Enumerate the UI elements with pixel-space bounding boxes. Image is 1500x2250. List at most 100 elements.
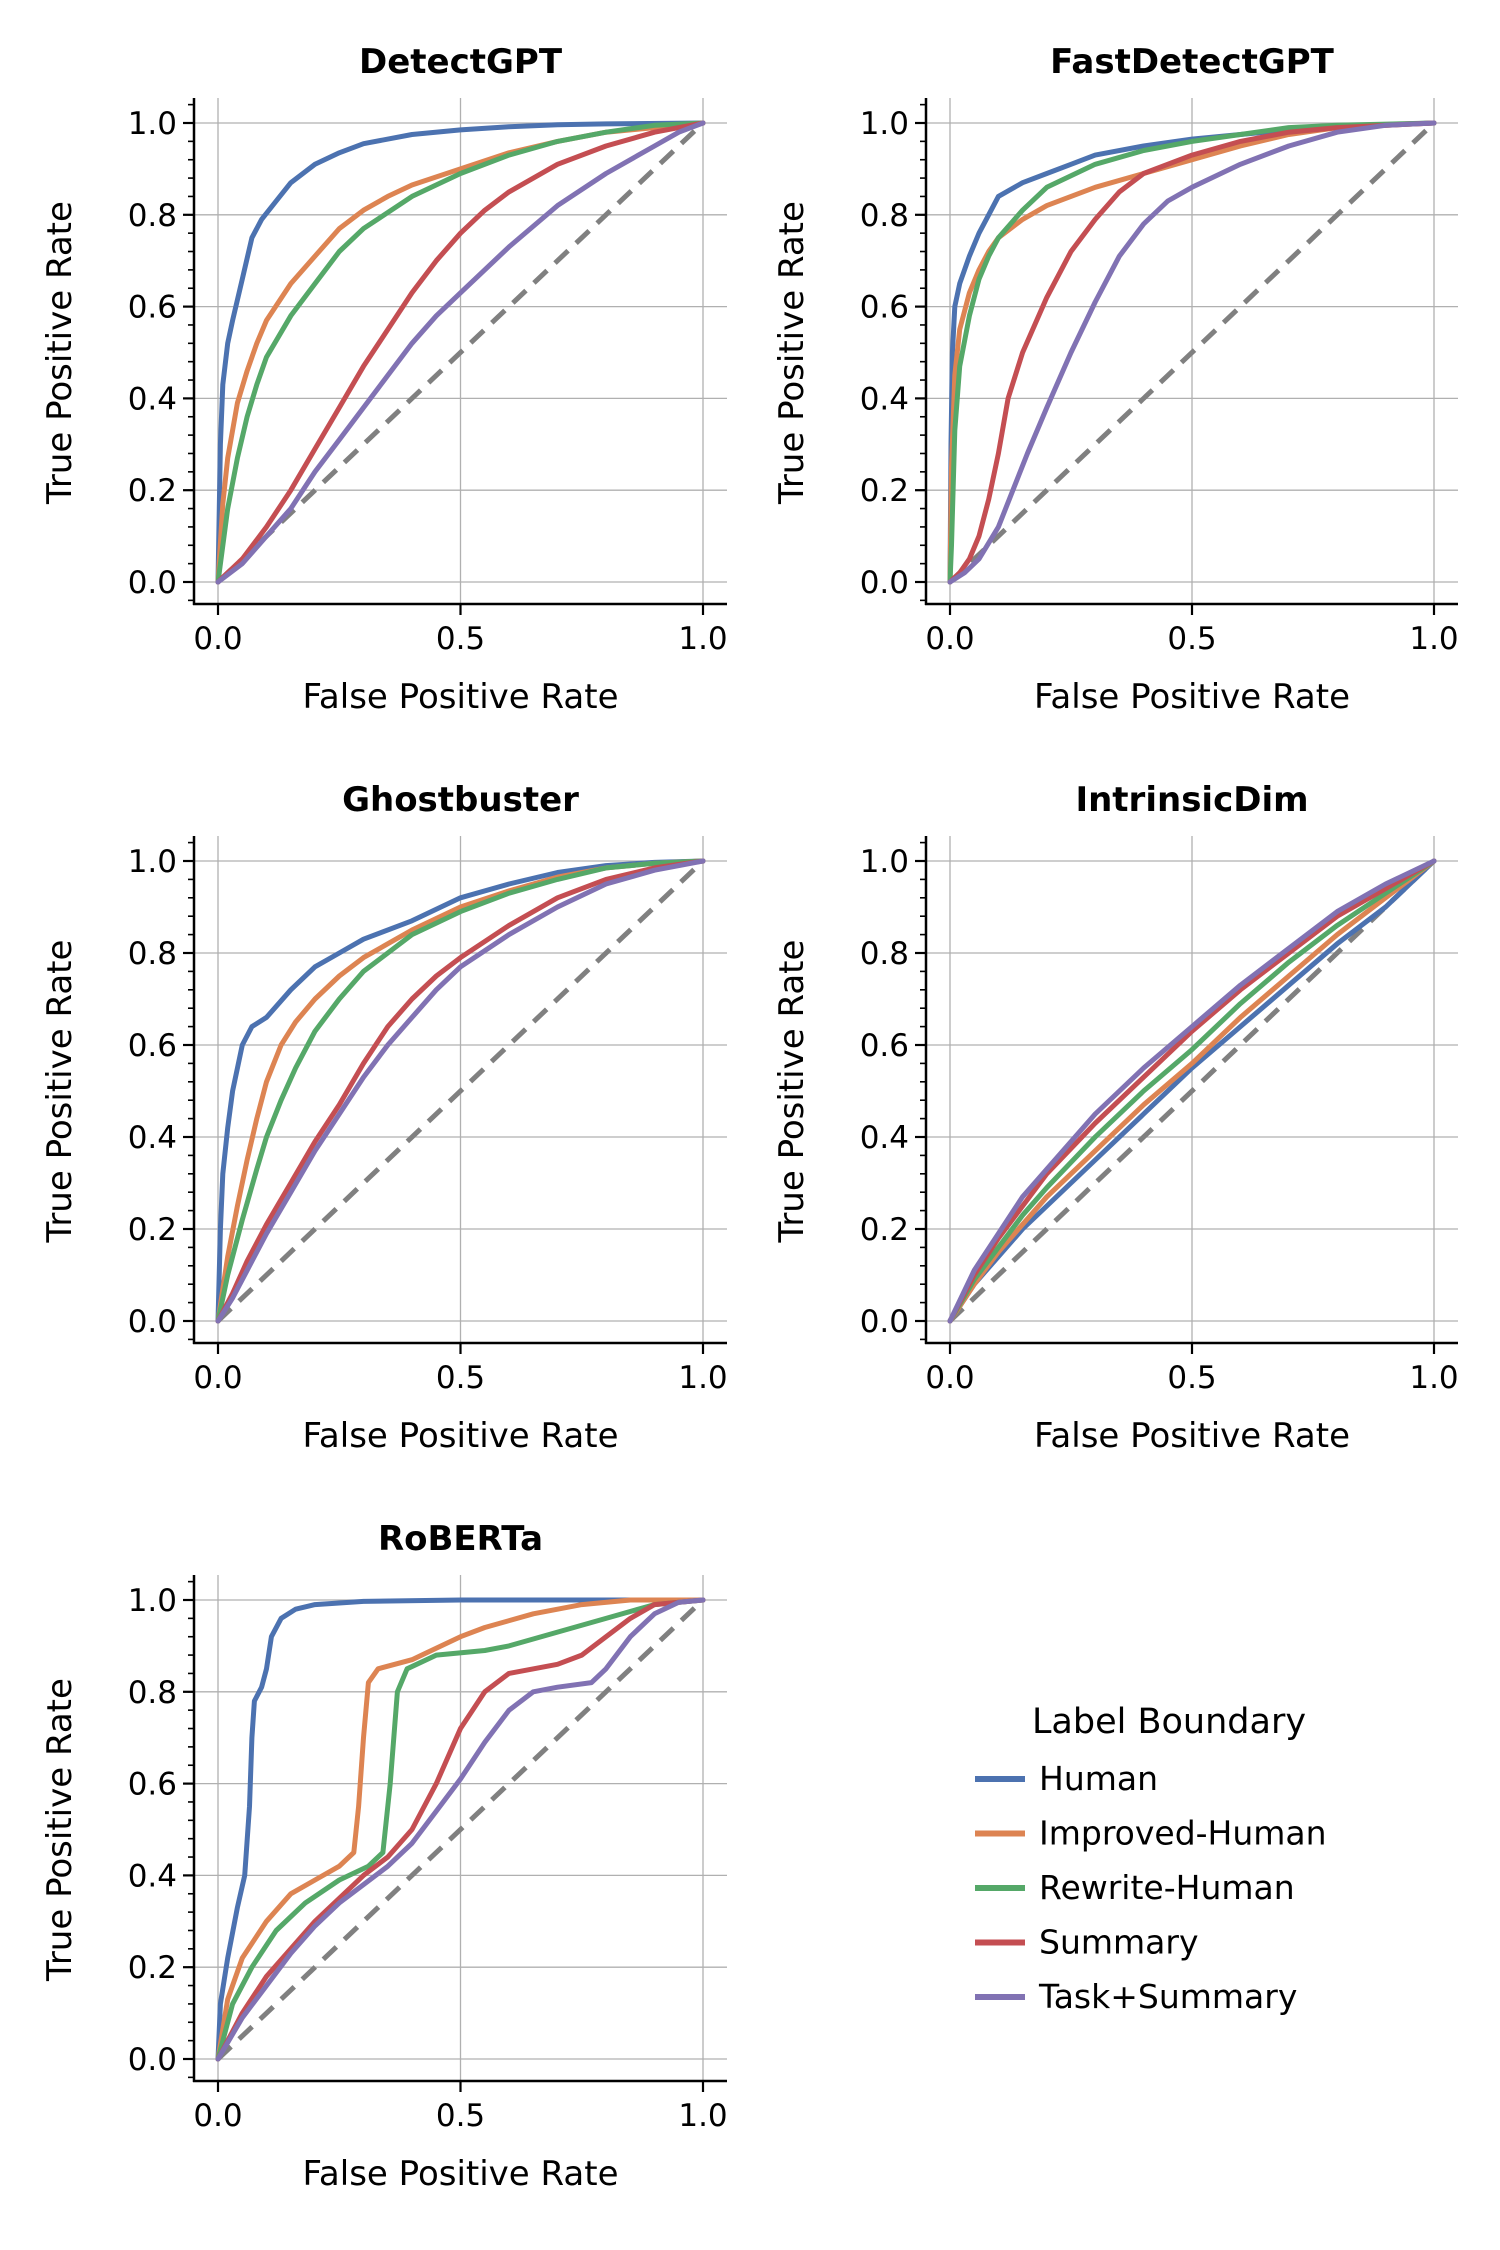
legend-label-rewrite-human: Rewrite-Human: [1039, 1868, 1295, 1907]
chance-line: [216, 1598, 705, 2061]
x-axis-label: False Positive Rate: [303, 677, 619, 717]
y-tick-label: 0.4: [860, 381, 909, 417]
x-tick-label: 0.5: [436, 1360, 485, 1396]
series-line-rewrite-human: [215, 1597, 706, 2062]
legend-label-human: Human: [1039, 1759, 1158, 1798]
series-line-human: [215, 1597, 706, 2062]
y-tick-label: 0.6: [128, 290, 177, 326]
x-tick-label: 0.0: [193, 1360, 242, 1396]
series-line-task-summary: [947, 120, 1437, 585]
y-tick-label: 0.2: [128, 1212, 177, 1248]
y-axis-label: True Positive Rate: [772, 940, 812, 1244]
y-tick-label: 1.0: [128, 1583, 177, 1619]
legend: Label Boundary Human Improved-Human Rewrite…: [975, 1702, 1327, 2016]
y-tick-label: 0.2: [860, 473, 909, 509]
chance-line: [948, 121, 1436, 584]
y-tick-label: 1.0: [860, 844, 909, 880]
panel-roberta: 0.0 0.2 0.4 0.6 0.8 1.0 0.0 0.5 1.0 RoBERTa False …: [40, 1519, 728, 2194]
y-tick-label: 0.6: [860, 290, 909, 326]
y-tick-label: 0.4: [128, 1858, 177, 1894]
panel-title: IntrinsicDim: [1075, 780, 1308, 820]
series-line-improved-human: [947, 120, 1437, 585]
series-line-rewrite-human: [215, 120, 706, 585]
panel-ghostbuster: 0.0 0.2 0.4 0.6 0.8 1.0 0.0 0.5 1.0 Ghostbuster Fa…: [40, 780, 728, 1456]
panel-detectgpt: 0.0 0.2 0.4 0.6 0.8 1.0 0.0 0.5 1.0 DetectGPT Fals…: [40, 42, 728, 717]
x-tick-label: 1.0: [1409, 621, 1458, 657]
x-tick-label: 0.5: [1167, 621, 1216, 657]
y-tick-label: 0.8: [128, 936, 177, 972]
y-axis-label: True Positive Rate: [40, 940, 80, 1244]
series-line-rewrite-human: [947, 858, 1437, 1324]
x-tick-label: 0.5: [436, 2098, 485, 2134]
legend-title: Label Boundary: [1032, 1702, 1306, 1742]
y-tick-label: 0.6: [128, 1028, 177, 1064]
chance-line: [216, 121, 705, 584]
panel-title: DetectGPT: [359, 42, 563, 82]
y-tick-label: 0.0: [860, 565, 909, 601]
y-tick-label: 0.0: [128, 2042, 177, 2078]
legend-label-summary: Summary: [1039, 1923, 1198, 1962]
x-tick-label: 1.0: [678, 1360, 727, 1396]
y-tick-label: 0.2: [128, 1950, 177, 1986]
x-axis-label: False Positive Rate: [303, 2154, 619, 2194]
series-line-improved-human: [947, 858, 1437, 1324]
x-tick-label: 0.0: [925, 621, 974, 657]
chance-line: [216, 859, 705, 1323]
y-tick-label: 0.0: [128, 1304, 177, 1340]
panel-title: Ghostbuster: [342, 780, 579, 820]
chance-line: [948, 859, 1436, 1323]
legend-label-task-summary: Task+Summary: [1038, 1977, 1297, 2016]
series-line-task-summary: [947, 858, 1437, 1324]
x-tick-label: 0.5: [1167, 1360, 1216, 1396]
series-line-rewrite-human: [215, 858, 706, 1324]
panel-intrinsicdim: 0.0 0.2 0.4 0.6 0.8 1.0 0.0 0.5 1.0 IntrinsicDim F…: [772, 780, 1459, 1456]
x-tick-label: 0.5: [436, 621, 485, 657]
panel-title: RoBERTa: [378, 1519, 543, 1559]
y-tick-label: 0.2: [128, 473, 177, 509]
y-axis-label: True Positive Rate: [772, 201, 812, 505]
y-tick-label: 0.6: [128, 1767, 177, 1803]
x-tick-label: 0.0: [193, 621, 242, 657]
series-line-summary: [215, 1597, 706, 2062]
y-tick-label: 0.4: [860, 1120, 909, 1156]
y-tick-label: 0.4: [128, 1120, 177, 1156]
series-line-human: [215, 858, 706, 1324]
y-tick-label: 0.8: [128, 198, 177, 234]
y-tick-label: 0.4: [128, 381, 177, 417]
x-tick-label: 1.0: [678, 2098, 727, 2134]
x-tick-label: 0.0: [193, 2098, 242, 2134]
y-tick-label: 0.0: [860, 1304, 909, 1340]
y-tick-label: 0.8: [860, 936, 909, 972]
panel-fastdetectgpt: 0.0 0.2 0.4 0.6 0.8 1.0 0.0 0.5 1.0 FastDetectGPT…: [772, 42, 1459, 717]
series-line-task-summary: [215, 120, 706, 585]
y-tick-label: 0.2: [860, 1212, 909, 1248]
series-line-human: [215, 120, 706, 585]
series-line-human: [947, 858, 1437, 1324]
x-tick-label: 1.0: [1409, 1360, 1458, 1396]
x-tick-label: 1.0: [678, 621, 727, 657]
y-tick-label: 0.0: [128, 565, 177, 601]
series-line-summary: [215, 120, 706, 585]
series-line-summary: [947, 120, 1437, 585]
x-tick-label: 0.0: [925, 1360, 974, 1396]
y-tick-label: 0.6: [860, 1028, 909, 1064]
series-line-improved-human: [215, 1597, 706, 2062]
series-line-rewrite-human: [947, 120, 1437, 585]
y-axis-label: True Positive Rate: [40, 1678, 80, 1982]
y-tick-label: 1.0: [128, 106, 177, 142]
series-line-summary: [947, 858, 1437, 1324]
legend-label-improved-human: Improved-Human: [1039, 1814, 1327, 1853]
series-line-task-summary: [215, 1597, 706, 2062]
y-tick-label: 0.8: [128, 1675, 177, 1711]
panel-title: FastDetectGPT: [1050, 42, 1334, 82]
y-tick-label: 1.0: [860, 106, 909, 142]
x-axis-label: False Positive Rate: [1034, 1416, 1350, 1456]
x-axis-label: False Positive Rate: [1034, 677, 1350, 717]
series-line-task-summary: [215, 858, 706, 1324]
y-tick-label: 0.8: [860, 198, 909, 234]
series-line-summary: [215, 858, 706, 1324]
x-axis-label: False Positive Rate: [303, 1416, 619, 1456]
y-tick-label: 1.0: [128, 844, 177, 880]
y-axis-label: True Positive Rate: [40, 201, 80, 505]
